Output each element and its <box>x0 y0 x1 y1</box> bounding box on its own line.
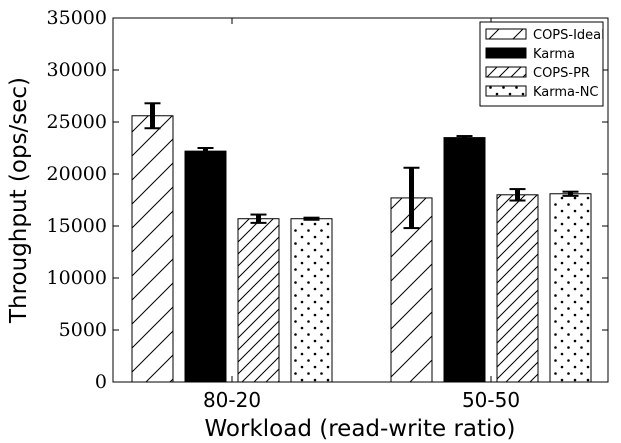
y-tick-label: 25000 <box>47 111 107 133</box>
bar-karma-nc-50-50 <box>549 193 592 383</box>
bar-karma-80-20 <box>184 150 227 383</box>
x-category-label: 50-50 <box>462 388 520 412</box>
x-category-label: 80-20 <box>203 388 261 412</box>
error-bars <box>144 102 579 230</box>
y-tick-label: 30000 <box>47 59 107 81</box>
y-tick-label: 20000 <box>47 163 107 185</box>
legend-label: Karma-NC <box>533 85 599 100</box>
y-axis: 0 5000 10000 15000 20000 25000 30000 35000 <box>47 7 608 393</box>
y-tick-label: 5000 <box>59 319 107 341</box>
legend-swatch-cops-ideal <box>485 28 527 40</box>
bar-cops-pr-50-50 <box>496 194 539 383</box>
bar-karma-nc-80-20 <box>290 218 333 383</box>
bar-cops-pr-80-20 <box>237 218 280 383</box>
y-tick-label: 0 <box>95 371 107 393</box>
legend-swatch-karma-nc <box>485 85 527 97</box>
y-tick-label: 15000 <box>47 215 107 237</box>
bars <box>131 115 592 383</box>
y-tick-label: 10000 <box>47 267 107 289</box>
y-tick-label: 35000 <box>47 7 107 29</box>
bar-cops-ideal-80-20 <box>131 115 174 383</box>
legend-swatch-cops-pr <box>485 66 527 78</box>
legend-label: Karma <box>533 47 575 62</box>
legend-swatch-karma <box>485 47 527 59</box>
legend-label: COPS-PR <box>533 66 590 81</box>
y-axis-title: Throughput (ops/sec) <box>6 77 32 324</box>
bar-karma-50-50 <box>443 137 486 383</box>
x-axis-title: Workload (read-write ratio) <box>205 416 516 442</box>
legend-label: COPS-Ideal <box>533 28 605 43</box>
x-axis: 80-20 50-50 <box>203 18 520 412</box>
legend: COPS-Ideal Karma COPS-PR Karma-NC <box>479 21 605 107</box>
